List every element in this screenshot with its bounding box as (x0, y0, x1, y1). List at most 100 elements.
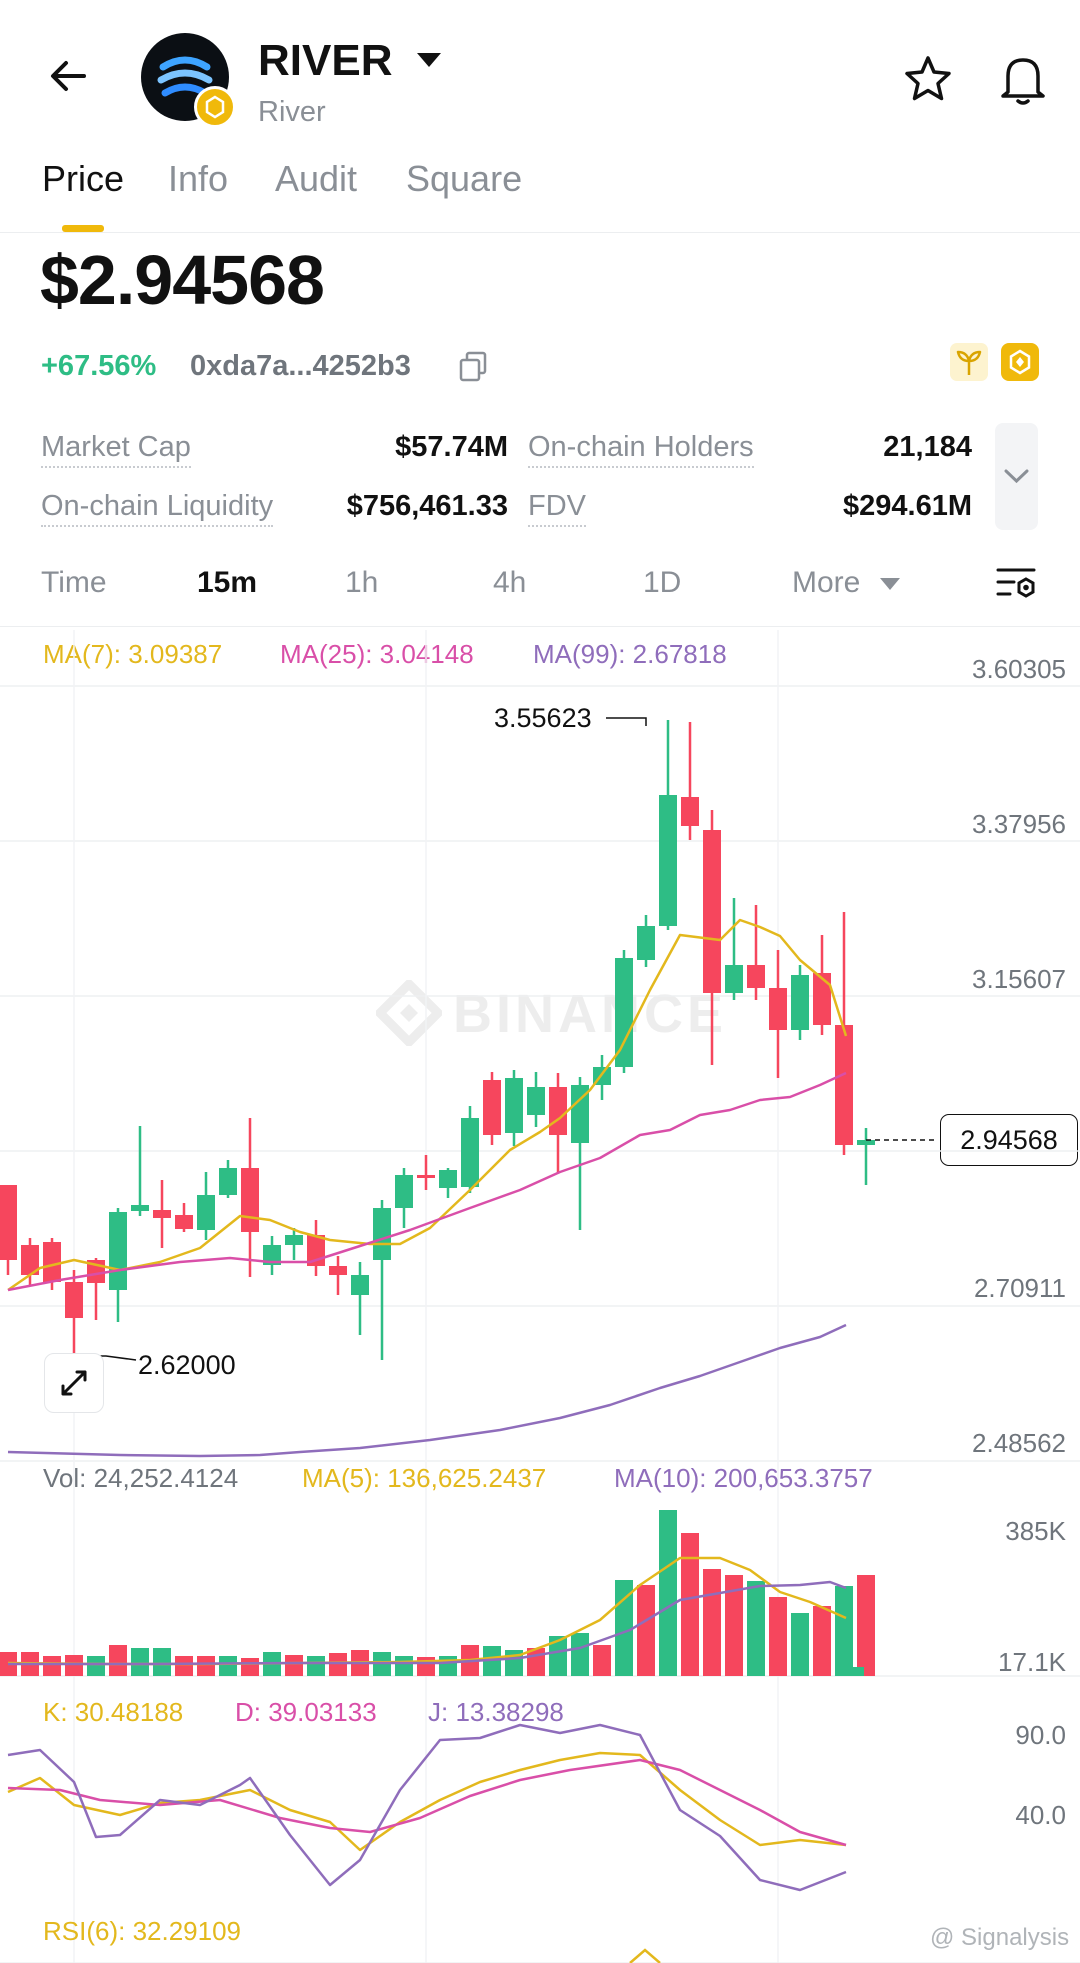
volume-bar (857, 1575, 875, 1676)
favorite-button[interactable] (903, 54, 953, 104)
candle-body (703, 830, 721, 993)
volume-bar (131, 1648, 149, 1676)
notification-button[interactable] (998, 52, 1048, 106)
tab-info[interactable]: Info (168, 158, 229, 199)
candle-body (725, 965, 743, 993)
tf-1d[interactable]: 1D (643, 566, 682, 599)
candle-body (681, 797, 699, 826)
contract-address: 0xda7a...4252b3 (190, 350, 411, 382)
candle-body (351, 1275, 369, 1295)
rsi-legend: RSI(6): 32.29109 (43, 1916, 242, 1946)
kdj-y-tick: 90.0 (1015, 1720, 1066, 1750)
volume-bar (703, 1569, 721, 1676)
tab-price[interactable]: Price (42, 158, 125, 199)
candle-body (461, 1118, 479, 1187)
dropdown-caret-icon[interactable] (416, 52, 442, 68)
volume-bar (439, 1656, 457, 1676)
expand-arrows-icon (61, 1370, 87, 1396)
candle-body (857, 1140, 875, 1145)
y-tick: 2.48562 (972, 1428, 1066, 1458)
expand-stats-button[interactable] (995, 423, 1038, 530)
candle-body (549, 1087, 567, 1135)
fdv-label[interactable]: FDV (528, 490, 586, 527)
ma7-legend: MA(7): 3.09387 (43, 639, 223, 669)
tab-square[interactable]: Square (406, 158, 523, 199)
tab-audit[interactable]: Audit (275, 158, 358, 199)
candle-body (263, 1245, 281, 1265)
volume-bar (791, 1613, 809, 1676)
ma99-line (7, 1323, 847, 1458)
tf-1h[interactable]: 1h (345, 566, 379, 599)
volume-bar (65, 1655, 83, 1676)
star-icon (905, 56, 951, 101)
candle-body (769, 988, 787, 1030)
ma25-line (7, 1071, 847, 1292)
volume-ma5-legend: MA(5): 136,625.2437 (302, 1463, 547, 1493)
market-cap-label[interactable]: Market Cap (41, 431, 191, 468)
volume-bar (307, 1656, 325, 1676)
volume-bar (835, 1586, 853, 1676)
y-tick: 3.60305 (972, 654, 1066, 684)
fullscreen-button[interactable] (44, 1353, 104, 1413)
fdv-value: $294.61M (843, 490, 972, 522)
chart-settings-button[interactable] (996, 565, 1038, 603)
kdj-k-legend: K: 30.48188 (43, 1697, 184, 1727)
kdj-y-tick: 40.0 (1015, 1800, 1066, 1830)
bell-icon (1001, 58, 1045, 105)
bnb-chain-badge-icon[interactable] (1001, 343, 1039, 381)
volume-bar (681, 1533, 699, 1676)
timeframe-divider (0, 626, 1080, 627)
candle-body (373, 1208, 391, 1260)
volume-bar (637, 1585, 655, 1676)
token-name: River (258, 96, 326, 128)
volume-bar (153, 1648, 171, 1676)
volume-bar (395, 1656, 413, 1676)
liquidity-label[interactable]: On-chain Liquidity (41, 490, 274, 527)
candle-body (439, 1170, 457, 1188)
candle-body (131, 1205, 149, 1211)
ma25-legend: MA(25): 3.04148 (280, 639, 474, 669)
volume-bar (593, 1645, 611, 1676)
candle-body (65, 1282, 83, 1318)
volume-y-tick: 17.1K (998, 1647, 1066, 1677)
volume-bar (549, 1636, 567, 1676)
candle-body (527, 1087, 545, 1115)
kdj-d-legend: D: 39.03133 (235, 1697, 377, 1727)
tf-4h[interactable]: 4h (493, 566, 527, 599)
candle-body (241, 1168, 259, 1232)
volume-bar (725, 1575, 743, 1676)
volume-bar (813, 1606, 831, 1676)
chart-watermark: BINANCE (453, 984, 728, 1044)
volume-bar (43, 1656, 61, 1676)
price-change: +67.56% (41, 350, 157, 382)
volume-bar (109, 1645, 127, 1676)
volume-ma10-line (8, 1580, 847, 1666)
tf-15m[interactable]: 15m (197, 566, 258, 599)
indicator-settings-icon (996, 568, 1036, 598)
copy-address-button[interactable] (458, 350, 488, 382)
volume-bar (769, 1597, 787, 1676)
volume-bar (846, 1667, 864, 1676)
copy-icon (459, 351, 487, 382)
caret-down-icon[interactable] (880, 577, 900, 590)
y-tick: 3.15607 (972, 964, 1066, 994)
y-tick: 3.37956 (972, 809, 1066, 839)
candle-body (395, 1175, 413, 1208)
holders-label[interactable]: On-chain Holders (528, 431, 754, 468)
candle-body (659, 795, 677, 926)
candle-body (835, 1025, 853, 1145)
candle-body (21, 1245, 39, 1275)
candle-body (483, 1080, 501, 1135)
token-symbol[interactable]: RIVER (258, 36, 393, 85)
candle-body (197, 1195, 215, 1230)
binance-logo-icon (373, 977, 445, 1049)
market-cap-value: $57.74M (395, 431, 508, 463)
volume-bar (329, 1653, 347, 1676)
candle-body (791, 975, 809, 1030)
back-button[interactable] (44, 52, 92, 100)
candle-body (417, 1175, 435, 1178)
tf-more[interactable]: More (792, 566, 861, 599)
tf-time[interactable]: Time (41, 566, 107, 599)
sprout-badge-icon[interactable] (950, 343, 988, 381)
